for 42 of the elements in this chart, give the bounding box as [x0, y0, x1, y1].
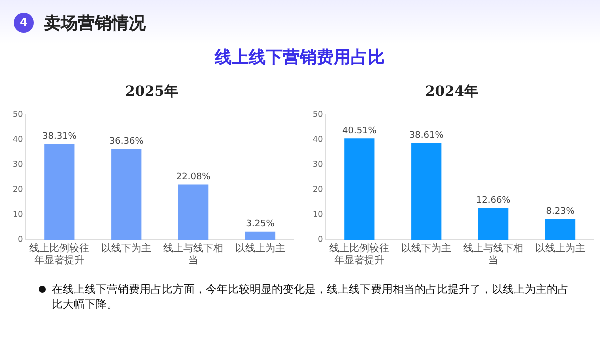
data-label: 38.61% [409, 131, 444, 142]
x-tick-label: 线上与线下相当 [464, 242, 524, 267]
chart-title: 2024年 [426, 84, 478, 100]
x-tick-label: 以线下为主 [102, 242, 152, 255]
x-tick-label: 以线上为主 [536, 242, 586, 255]
text: 卖场营销情况 [44, 13, 146, 35]
x-tick-label: 线上比例较往年显著提升 [30, 242, 90, 267]
data-label: 22.08% [176, 172, 212, 183]
chart-title: 2025年 [126, 84, 178, 100]
bar [112, 148, 142, 240]
y-tick-label: 30 [12, 160, 24, 169]
data-label: 36.36% [109, 136, 144, 147]
text: 线上线下营销费用占比 [214, 47, 386, 69]
text: 4 [14, 13, 34, 33]
y-tick-label: 0 [18, 235, 24, 244]
data-label: 38.31% [42, 132, 78, 142]
y-tick-label: 50 [12, 110, 24, 119]
bar [245, 232, 276, 240]
data-label: 12.66% [476, 196, 512, 206]
x-tick-label: 线上与线下相当 [164, 242, 224, 267]
y-tick-label: 20 [312, 185, 324, 194]
y-tick-label: 10 [12, 210, 24, 220]
x-tick-label: 以线下为主 [402, 242, 452, 255]
y-tick-label: 10 [312, 210, 324, 220]
bar [344, 138, 375, 240]
y-tick-label: 40 [312, 134, 324, 144]
data-label: 3.25% [246, 220, 276, 230]
bar [412, 143, 442, 240]
data-label: 8.23% [546, 207, 576, 218]
bar [44, 144, 75, 240]
data-label: 40.51% [342, 126, 378, 136]
y-tick-label: 40 [12, 134, 24, 144]
y-tick-label: 0 [318, 235, 324, 244]
bar [178, 184, 209, 240]
bar [478, 208, 509, 240]
x-tick-label: 线上比例较往年显著提升 [330, 242, 390, 267]
y-tick-label: 30 [312, 160, 324, 169]
x-tick-label: 以线上为主 [236, 242, 286, 255]
y-tick-label: 20 [12, 185, 24, 194]
y-tick-label: 50 [312, 110, 324, 119]
text: 在线上线下营销费用占比方面，今年比较明显的变化是，线上线下费用相当的占比提升了，以线上为主的占比大幅下降。 [52, 283, 569, 311]
bar [545, 219, 576, 240]
